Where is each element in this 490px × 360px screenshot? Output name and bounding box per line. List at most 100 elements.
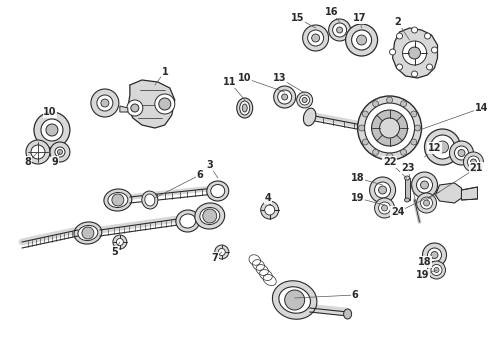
Circle shape [427,248,441,262]
Text: 10: 10 [238,73,251,83]
Ellipse shape [405,198,410,202]
Circle shape [396,33,403,39]
Circle shape [396,64,403,70]
Circle shape [416,193,437,213]
Circle shape [359,125,365,131]
Circle shape [458,149,465,157]
Ellipse shape [104,189,132,211]
Circle shape [345,24,378,56]
Circle shape [371,110,408,146]
Circle shape [372,149,379,155]
Circle shape [426,64,433,70]
Ellipse shape [78,225,98,240]
Ellipse shape [237,98,253,118]
Polygon shape [462,187,477,200]
Ellipse shape [195,203,225,229]
Ellipse shape [279,287,311,313]
Circle shape [449,141,473,165]
Text: 3: 3 [206,160,213,170]
Circle shape [218,248,225,256]
Text: 17: 17 [353,13,367,23]
Circle shape [57,149,62,154]
Circle shape [131,104,139,112]
Ellipse shape [211,184,225,198]
Circle shape [379,186,387,194]
Text: 6: 6 [196,170,203,180]
Circle shape [159,98,171,110]
Circle shape [358,96,421,160]
Circle shape [352,30,371,50]
Ellipse shape [200,207,220,225]
Text: 10: 10 [43,107,57,117]
Circle shape [366,121,384,139]
Circle shape [387,153,392,159]
Ellipse shape [240,101,250,115]
Polygon shape [128,80,175,128]
Ellipse shape [176,210,200,232]
Circle shape [302,98,307,103]
Circle shape [424,129,461,165]
Text: 8: 8 [24,157,31,167]
Circle shape [403,41,426,65]
Circle shape [431,135,455,159]
Ellipse shape [207,181,229,201]
Circle shape [387,97,392,103]
Circle shape [26,140,50,164]
Circle shape [412,172,438,198]
Circle shape [362,139,368,145]
Text: 11: 11 [223,77,237,87]
Circle shape [467,156,479,168]
Text: 14: 14 [475,103,488,113]
Text: 4: 4 [264,193,271,203]
Circle shape [203,209,217,223]
Circle shape [97,95,113,111]
Circle shape [423,200,430,206]
Circle shape [437,141,448,153]
Circle shape [409,47,420,59]
Text: 21: 21 [470,163,483,173]
Circle shape [424,33,431,39]
Circle shape [412,71,417,77]
Circle shape [411,139,417,145]
Circle shape [101,99,109,107]
Circle shape [285,290,305,310]
Circle shape [112,194,124,206]
Text: 1: 1 [161,67,168,77]
Ellipse shape [242,104,247,112]
Circle shape [296,92,313,108]
Text: 18: 18 [351,173,365,183]
Ellipse shape [272,281,317,319]
Circle shape [420,197,433,209]
Circle shape [411,111,417,117]
Ellipse shape [180,214,196,228]
Circle shape [382,205,388,211]
Circle shape [127,100,143,116]
Text: 24: 24 [391,207,404,217]
Circle shape [362,111,368,117]
Circle shape [278,90,292,104]
Ellipse shape [142,191,158,209]
Text: 2: 2 [394,17,401,27]
Text: 16: 16 [325,7,339,17]
Circle shape [400,149,407,155]
Circle shape [261,201,279,219]
Circle shape [422,243,446,267]
Circle shape [116,239,123,246]
Circle shape [427,261,445,279]
Circle shape [400,101,407,107]
Text: 9: 9 [51,157,58,167]
Circle shape [361,116,389,144]
Ellipse shape [405,176,410,180]
Circle shape [91,89,119,117]
Ellipse shape [74,222,102,244]
Text: 19: 19 [416,270,429,280]
Circle shape [416,177,433,193]
Circle shape [113,235,127,249]
Circle shape [46,124,58,136]
Circle shape [434,267,439,273]
Circle shape [282,94,288,100]
Circle shape [31,145,45,159]
Text: 15: 15 [291,13,304,23]
Circle shape [155,94,175,114]
Circle shape [379,202,391,214]
